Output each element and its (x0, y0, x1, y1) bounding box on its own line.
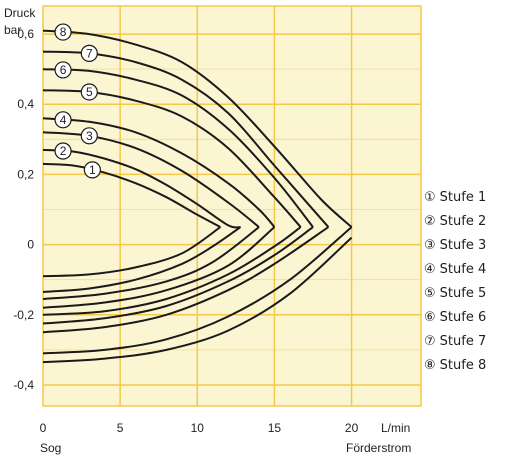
series-lower-line (42, 226, 260, 300)
legend: ① Stufe 1 ② Stufe 2 ③ Stufe 3 ④ Stufe 4 ⑤ Stu… (424, 186, 486, 378)
legend-marker: ⑧ (424, 358, 436, 373)
legend-label: Stufe 6 (439, 310, 487, 325)
series-upper-line (42, 117, 276, 228)
series-lower-line (42, 226, 329, 334)
series-lower-line (42, 226, 302, 316)
series-upper-line (42, 68, 314, 228)
series-marker (80, 127, 98, 145)
series-lower-line (42, 226, 276, 309)
legend-marker: ⑦ (424, 334, 436, 349)
series-upper-line (42, 162, 221, 228)
y-tick-label: 0 (27, 238, 34, 252)
legend-marker: ⑥ (424, 310, 436, 325)
series-marker-label: 1 (89, 163, 96, 177)
series-marker-label: 7 (86, 46, 93, 60)
legend-item: ③ Stufe 3 (424, 234, 486, 258)
legend-item: ④ Stufe 4 (424, 258, 486, 282)
series-marker-label: 3 (86, 129, 93, 143)
series-marker-label: 5 (86, 85, 93, 99)
legend-label: Stufe 8 (439, 358, 487, 373)
legend-label: Stufe 5 (439, 286, 487, 301)
series-marker (54, 142, 72, 160)
series-upper-line (42, 148, 241, 229)
x-tick-label: 20 (345, 421, 359, 435)
curve-markers: 1 2 3 4 5 6 7 8 (54, 23, 101, 179)
series-lower-line (42, 236, 353, 364)
series-marker (83, 161, 101, 179)
legend-marker: ② (424, 214, 436, 229)
y-tick-label: -0,2 (13, 308, 34, 322)
legend-item: ⑦ Stufe 7 (424, 330, 486, 354)
legend-marker: ⑤ (424, 286, 436, 301)
series-marker (54, 111, 72, 129)
series-marker (80, 44, 98, 62)
x-axis-label: Förderstrom (346, 441, 411, 455)
y-tick-label: -0,4 (13, 378, 34, 392)
y-tick-label: 0,4 (17, 97, 34, 111)
x-axis-unit: L/min (381, 421, 410, 435)
legend-label: Stufe 2 (439, 214, 487, 229)
legend-label: Stufe 4 (439, 262, 487, 277)
series-marker-label: 6 (60, 63, 67, 77)
series-marker-label: 8 (60, 25, 67, 39)
x-tick-label: 15 (268, 421, 282, 435)
y-axis-label-1: Druck (4, 6, 36, 20)
legend-item: ① Stufe 1 (424, 186, 486, 210)
legend-item: ⑧ Stufe 8 (424, 354, 486, 378)
legend-label: Stufe 3 (439, 238, 487, 253)
series-marker (80, 83, 98, 101)
axis-ticks: 0 5 10 15 20-0,4-0,200,20,40,6 (13, 27, 358, 435)
legend-marker: ① (424, 190, 436, 205)
series-marker-label: 2 (60, 144, 67, 158)
series-lower-line (42, 226, 221, 278)
legend-marker: ③ (424, 238, 436, 253)
y-axis-label-2: bar (4, 23, 21, 37)
series-lower-line (42, 226, 314, 325)
y-tick-label: 0,6 (17, 27, 34, 41)
legend-item: ⑤ Stufe 5 (424, 282, 486, 306)
x-tick-label: 10 (191, 421, 205, 435)
series-lower-line (42, 226, 242, 293)
legend-label: Stufe 7 (439, 334, 487, 349)
series-upper-line (42, 29, 353, 228)
series-marker (54, 61, 72, 79)
x-tick-label: 0 (40, 421, 47, 435)
x-tick-label: 5 (117, 421, 124, 435)
series-marker-label: 4 (60, 113, 67, 127)
legend-item: ② Stufe 2 (424, 210, 486, 234)
legend-marker: ④ (424, 262, 436, 277)
legend-item: ⑥ Stufe 6 (424, 306, 486, 330)
y-tick-label: 0,2 (17, 167, 34, 181)
series-marker (54, 23, 72, 41)
series-lower-line (42, 226, 353, 355)
legend-label: Stufe 1 (439, 190, 487, 205)
x-axis-left-label: Sog (40, 441, 61, 455)
